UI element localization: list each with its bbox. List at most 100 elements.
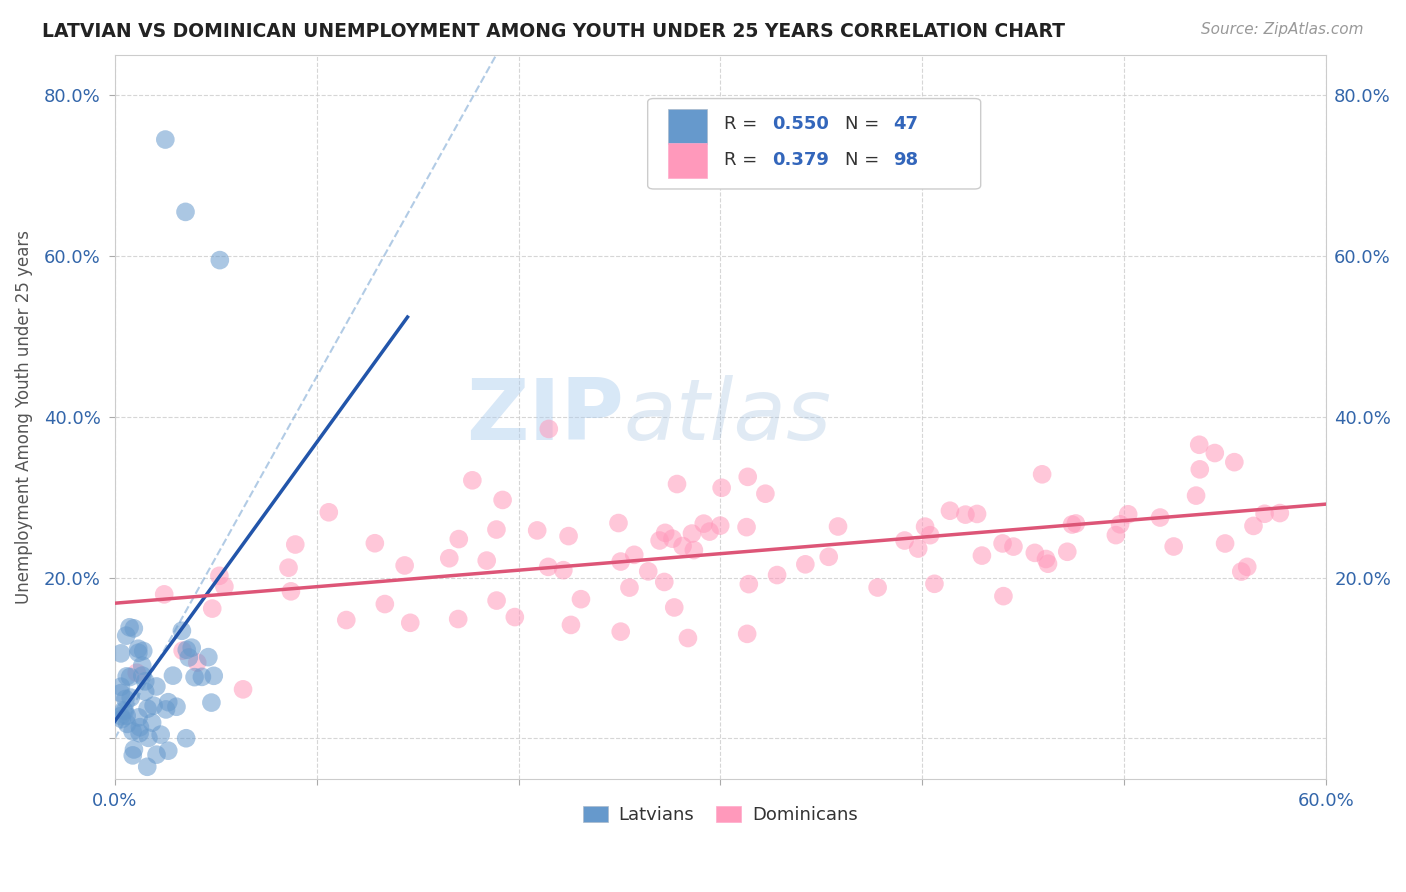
Point (503, 610, 526, 624)
Point (1060, 517, 1083, 532)
Point (966, 507, 988, 521)
Point (200, 696, 222, 710)
Point (394, 558, 416, 573)
Point (136, 760, 159, 774)
Point (149, 728, 172, 742)
Point (122, 742, 145, 756)
Point (115, 669, 138, 683)
Point (664, 600, 686, 615)
Point (1035, 552, 1057, 566)
Text: N =: N = (845, 151, 884, 169)
Point (170, 624, 193, 638)
Point (127, 646, 149, 660)
Point (1185, 489, 1208, 503)
Point (955, 508, 977, 522)
Text: Source: ZipAtlas.com: Source: ZipAtlas.com (1201, 22, 1364, 37)
Point (172, 643, 194, 657)
FancyBboxPatch shape (648, 98, 980, 189)
Point (1223, 455, 1246, 469)
Point (142, 698, 165, 713)
Point (754, 486, 776, 500)
Point (110, 709, 132, 723)
Point (136, 701, 159, 715)
Point (1031, 467, 1053, 482)
Point (208, 569, 231, 583)
Point (232, 682, 254, 697)
Point (666, 477, 689, 491)
Point (145, 747, 167, 762)
Point (110, 686, 132, 700)
Text: R =: R = (724, 151, 763, 169)
Point (131, 668, 153, 682)
Point (1109, 517, 1132, 532)
Point (122, 621, 145, 635)
Point (676, 631, 699, 645)
Point (1188, 438, 1211, 452)
Point (1149, 510, 1171, 524)
Point (699, 524, 721, 539)
Point (560, 618, 582, 632)
Point (766, 568, 789, 582)
Point (374, 597, 396, 611)
Point (110, 646, 132, 660)
Point (485, 593, 508, 607)
Bar (668, 110, 707, 145)
Text: N =: N = (845, 115, 884, 133)
Point (993, 589, 1015, 603)
Point (134, 674, 156, 689)
Point (526, 524, 548, 538)
Point (191, 670, 214, 684)
Point (817, 549, 839, 564)
Point (924, 576, 946, 591)
Point (129, 720, 152, 734)
Point (623, 548, 645, 562)
Point (907, 541, 929, 556)
Text: R =: R = (724, 115, 763, 133)
Point (537, 560, 560, 574)
Point (114, 692, 136, 706)
Point (827, 519, 849, 533)
Point (1253, 507, 1275, 521)
Point (914, 519, 936, 533)
Point (153, 587, 176, 601)
Y-axis label: Unemployment Among Youth under 25 years: Unemployment Among Youth under 25 years (15, 230, 32, 604)
Point (693, 516, 716, 531)
Point (738, 577, 761, 591)
Bar (668, 144, 707, 178)
Point (1163, 540, 1185, 554)
Point (157, 695, 180, 709)
Point (112, 703, 135, 717)
Point (1268, 506, 1291, 520)
Point (491, 492, 513, 507)
Point (183, 670, 205, 684)
Point (619, 581, 641, 595)
Point (461, 473, 484, 487)
Point (609, 624, 631, 639)
Point (654, 525, 676, 540)
Point (125, 665, 148, 680)
Point (128, 710, 150, 724)
Point (110, 680, 132, 694)
Point (186, 656, 208, 670)
Point (1105, 528, 1128, 542)
Point (280, 584, 302, 599)
Point (399, 615, 422, 630)
Text: ZIP: ZIP (465, 376, 623, 458)
Text: 0.379: 0.379 (772, 151, 830, 169)
Point (201, 601, 224, 615)
Point (1116, 508, 1139, 522)
Point (1064, 516, 1087, 531)
Point (155, 702, 177, 716)
Point (920, 528, 942, 542)
Point (111, 712, 134, 726)
Point (128, 726, 150, 740)
Legend: Latvians, Dominicans: Latvians, Dominicans (575, 798, 865, 831)
Point (1236, 559, 1258, 574)
Point (121, 748, 143, 763)
Point (318, 505, 340, 519)
Point (447, 532, 470, 546)
Point (553, 563, 575, 577)
Point (197, 650, 219, 665)
Point (114, 704, 136, 718)
Point (364, 536, 387, 550)
